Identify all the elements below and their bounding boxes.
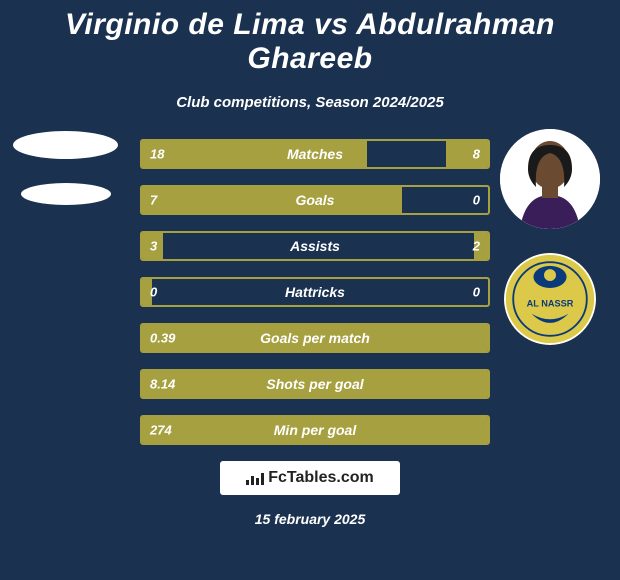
stat-right-value: 0 <box>473 285 480 300</box>
stat-bars: 18 8 Matches 7 0 Goals 3 2 Assists 0 0 Hattricks 0.3… <box>140 139 490 445</box>
bars-chart-icon <box>246 471 264 485</box>
stat-label: Shots per goal <box>266 376 363 392</box>
stat-row: 8.14 Shots per goal <box>140 369 490 399</box>
stat-left-value: 0.39 <box>150 331 175 346</box>
stat-row: 0.39 Goals per match <box>140 323 490 353</box>
stat-label: Goals per match <box>260 330 370 346</box>
stat-label: Matches <box>287 146 343 162</box>
brand-text: FcTables.com <box>268 469 374 487</box>
left-player-crest-placeholder <box>21 183 111 205</box>
stat-left-value: 8.14 <box>150 377 175 392</box>
stat-label: Min per goal <box>274 422 356 438</box>
page-subtitle: Club competitions, Season 2024/2025 <box>0 94 620 111</box>
stat-left-value: 7 <box>150 193 157 208</box>
right-player-column: AL NASSR <box>490 129 610 351</box>
stat-right-value: 0 <box>473 193 480 208</box>
stat-label: Assists <box>290 238 340 254</box>
left-player-column <box>8 131 123 205</box>
stat-label: Hattricks <box>285 284 345 300</box>
stat-left-fill <box>142 187 402 213</box>
stat-right-value: 8 <box>473 147 480 162</box>
stat-row: 0 0 Hattricks <box>140 277 490 307</box>
stat-row: 274 Min per goal <box>140 415 490 445</box>
stat-label: Goals <box>296 192 335 208</box>
club-crest-icon: AL NASSR <box>504 253 596 345</box>
svg-text:AL NASSR: AL NASSR <box>527 298 574 308</box>
stat-right-value: 2 <box>473 239 480 254</box>
footer-date: 15 february 2025 <box>0 511 620 527</box>
stat-row: 3 2 Assists <box>140 231 490 261</box>
stat-right-fill <box>446 141 488 167</box>
brand-footer: FcTables.com <box>220 461 400 495</box>
left-player-avatar-placeholder <box>13 131 118 159</box>
right-player-club-crest: AL NASSR <box>498 247 602 351</box>
comparison-area: AL NASSR 18 8 Matches 7 0 Goals 3 2 Assists 0 0 Hat… <box>0 139 620 445</box>
page-title: Virginio de Lima vs Abdulrahman Ghareeb <box>0 0 620 76</box>
person-icon <box>500 129 600 229</box>
stat-left-value: 0 <box>150 285 157 300</box>
stat-left-value: 3 <box>150 239 157 254</box>
right-player-avatar <box>500 129 600 229</box>
stat-row: 18 8 Matches <box>140 139 490 169</box>
stat-left-value: 18 <box>150 147 164 162</box>
stat-row: 7 0 Goals <box>140 185 490 215</box>
stat-left-value: 274 <box>150 423 172 438</box>
